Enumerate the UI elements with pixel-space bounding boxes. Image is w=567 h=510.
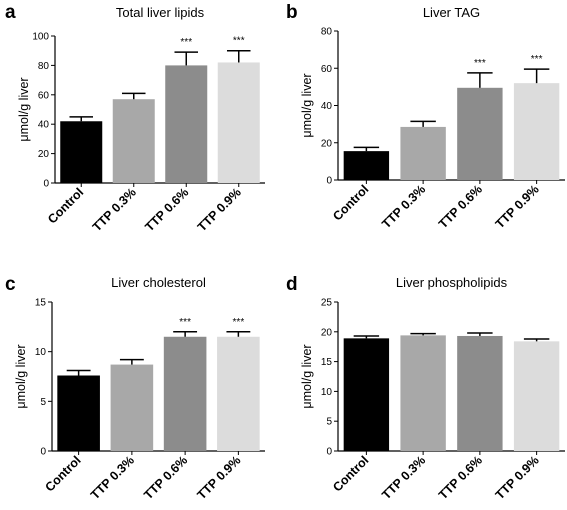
panel-c: c Liver cholesterol μmol/g liver 0 5 10 15 C…: [5, 274, 265, 502]
x-tick-label: Control: [45, 185, 86, 226]
plot-area: 0 5 10 15 Control TTP 0.3% *** TTP 0.6% *** TTP 0…: [35, 298, 265, 502]
y-tick-label: 5: [326, 417, 332, 428]
bar: [110, 364, 154, 451]
significance-label: ***: [531, 54, 543, 65]
significance-label: ***: [179, 317, 191, 328]
significance-label: ***: [474, 58, 486, 69]
bar: [343, 151, 390, 180]
x-tick-label: TTP 0.9%: [195, 185, 244, 234]
y-axis-label: μmol/g liver: [14, 344, 28, 408]
x-tick-label: TTP 0.6%: [436, 182, 485, 231]
x-tick-label: TTP 0.3%: [379, 182, 428, 231]
y-tick-label: 60: [321, 64, 333, 75]
panel-letter: a: [5, 2, 16, 23]
bar: [513, 341, 560, 451]
y-tick-label: 100: [32, 32, 49, 43]
x-tick-label: TTP 0.6%: [436, 453, 485, 502]
y-tick-label: 0: [326, 447, 332, 458]
y-axis-label: μmol/g liver: [17, 77, 31, 141]
bar: [60, 121, 103, 183]
x-tick-label: Control: [330, 453, 371, 494]
significance-label: ***: [233, 36, 245, 47]
y-tick-label: 20: [38, 149, 50, 160]
y-tick-label: 25: [321, 298, 333, 309]
y-tick-label: 5: [40, 397, 46, 408]
plot-area: 0 20 40 60 80 100 Control TTP 0.3% *** TTP 0.6% **…: [32, 32, 265, 234]
chart-title: Total liver lipids: [116, 5, 205, 20]
y-tick-label: 10: [321, 387, 333, 398]
x-tick-label: TTP 0.6%: [142, 185, 191, 234]
x-tick-label: TTP 0.3%: [90, 185, 139, 234]
x-tick-label: TTP 0.3%: [88, 453, 137, 502]
x-tick-label: TTP 0.9%: [493, 453, 542, 502]
x-tick-label: TTP 0.3%: [379, 453, 428, 502]
panel-d: d Liver phospholipids μmol/g liver 0 5 10 1…: [286, 274, 565, 502]
plot-area: 0 20 40 60 80 Control TTP 0.3% *** TTP 0.6% *** TT…: [321, 27, 565, 231]
bar: [513, 83, 560, 180]
y-tick-label: 10: [35, 347, 47, 358]
chart-title: Liver cholesterol: [111, 275, 206, 290]
y-tick-label: 0: [43, 179, 49, 190]
bar: [343, 338, 390, 451]
y-tick-label: 15: [321, 357, 333, 368]
bar: [165, 65, 208, 183]
y-tick-label: 80: [321, 27, 333, 38]
bar: [400, 126, 446, 180]
bar: [217, 62, 260, 183]
x-tick-label: TTP 0.6%: [141, 453, 190, 502]
y-tick-label: 40: [321, 101, 333, 112]
y-axis-label: μmol/g liver: [300, 73, 314, 137]
panel-b: b Liver TAG μmol/g liver 0 20 40 60 80 Contro…: [286, 2, 565, 231]
panel-letter: c: [5, 274, 16, 295]
y-axis-label: μmol/g liver: [300, 344, 314, 408]
panel-letter: d: [286, 274, 298, 295]
chart-title: Liver TAG: [423, 5, 480, 20]
bar: [457, 335, 503, 451]
bar: [400, 335, 446, 451]
x-tick-label: TTP 0.9%: [194, 453, 243, 502]
x-tick-label: Control: [330, 182, 371, 223]
bar: [112, 99, 155, 183]
x-tick-label: TTP 0.9%: [493, 182, 542, 231]
bar: [457, 87, 503, 180]
y-tick-label: 40: [38, 120, 50, 131]
y-tick-label: 80: [38, 61, 50, 72]
y-tick-label: 60: [38, 90, 50, 101]
plot-area: 0 5 10 15 20 25 Control TTP 0.3% TTP 0.6% TTP 0.9…: [321, 298, 565, 502]
significance-label: ***: [233, 317, 245, 328]
y-tick-label: 20: [321, 327, 333, 338]
panel-letter: b: [286, 2, 298, 23]
panel-a: a Total liver lipids μmol/g liver 0 20 40 6…: [5, 2, 265, 234]
chart-title: Liver phospholipids: [396, 275, 508, 290]
y-tick-label: 20: [321, 138, 333, 149]
x-tick-label: Control: [42, 453, 83, 494]
y-tick-label: 0: [326, 176, 332, 187]
significance-label: ***: [180, 37, 192, 48]
bar: [57, 375, 100, 451]
y-tick-label: 0: [40, 447, 46, 458]
bar: [217, 336, 260, 451]
y-tick-label: 15: [35, 298, 47, 309]
bar: [163, 336, 207, 451]
